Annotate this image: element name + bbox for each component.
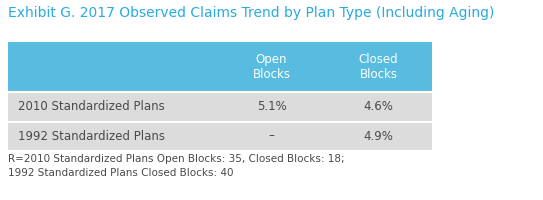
Text: Closed
Blocks: Closed Blocks — [359, 53, 399, 81]
Bar — [218, 122, 325, 150]
Bar — [325, 122, 432, 150]
Bar — [325, 92, 432, 122]
Bar — [218, 42, 325, 92]
Text: 2010 Standardized Plans: 2010 Standardized Plans — [18, 100, 165, 114]
Text: 4.6%: 4.6% — [364, 100, 394, 114]
Text: Exhibit G. 2017 Observed Claims Trend by Plan Type (Including Aging): Exhibit G. 2017 Observed Claims Trend by… — [8, 6, 494, 20]
Text: Open
Blocks: Open Blocks — [252, 53, 291, 81]
Text: R=2010 Standardized Plans Open Blocks: 35, Closed Blocks: 18;
1992 Standardized : R=2010 Standardized Plans Open Blocks: 3… — [8, 154, 345, 178]
Text: 1992 Standardized Plans: 1992 Standardized Plans — [18, 130, 165, 142]
Bar — [8, 42, 218, 92]
Text: –: – — [269, 130, 274, 142]
Bar — [8, 92, 218, 122]
Bar — [325, 42, 432, 92]
Bar — [218, 92, 325, 122]
Text: 5.1%: 5.1% — [257, 100, 286, 114]
Text: 4.9%: 4.9% — [364, 130, 394, 142]
Bar — [8, 122, 218, 150]
